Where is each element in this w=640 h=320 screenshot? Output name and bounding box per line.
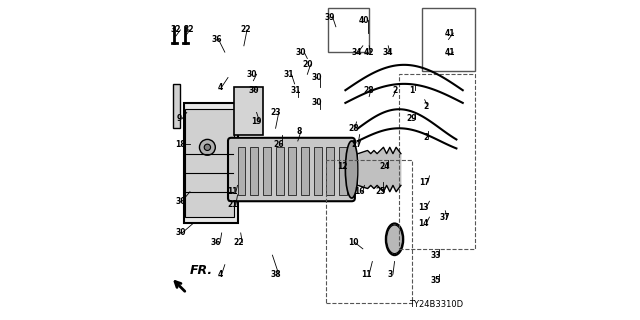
Bar bbox=[173, 84, 180, 128]
Text: 4: 4 bbox=[218, 83, 223, 92]
Ellipse shape bbox=[386, 223, 403, 255]
Text: 31: 31 bbox=[283, 70, 294, 79]
Text: 17: 17 bbox=[419, 178, 430, 187]
Text: 18: 18 bbox=[175, 140, 186, 148]
Text: 2: 2 bbox=[424, 101, 429, 111]
Bar bbox=[301, 147, 309, 195]
Text: 26: 26 bbox=[273, 140, 284, 148]
Text: 3: 3 bbox=[387, 270, 392, 279]
Text: 19: 19 bbox=[252, 117, 262, 126]
Text: 20: 20 bbox=[302, 60, 312, 69]
Bar bbox=[326, 160, 412, 303]
Text: 40: 40 bbox=[359, 16, 370, 25]
FancyBboxPatch shape bbox=[234, 87, 263, 135]
Text: TY24B3310D: TY24B3310D bbox=[408, 300, 463, 309]
Text: 32: 32 bbox=[170, 25, 181, 35]
Bar bbox=[326, 147, 334, 195]
Text: 21: 21 bbox=[227, 200, 238, 209]
Circle shape bbox=[200, 140, 215, 155]
Text: 34: 34 bbox=[351, 48, 362, 57]
Text: 11: 11 bbox=[361, 270, 371, 279]
Text: 37: 37 bbox=[440, 212, 451, 222]
Bar bbox=[263, 147, 271, 195]
Bar bbox=[276, 147, 284, 195]
Text: 30: 30 bbox=[312, 73, 322, 82]
Text: 36: 36 bbox=[212, 35, 222, 44]
Text: 14: 14 bbox=[418, 219, 428, 228]
Text: 4: 4 bbox=[218, 270, 223, 279]
Text: 42: 42 bbox=[364, 48, 374, 57]
Ellipse shape bbox=[346, 141, 358, 198]
Text: 10: 10 bbox=[348, 238, 358, 247]
Circle shape bbox=[204, 144, 211, 150]
Text: 23: 23 bbox=[270, 108, 281, 117]
Text: 11: 11 bbox=[227, 187, 238, 196]
Text: 28: 28 bbox=[348, 124, 358, 133]
Text: 32: 32 bbox=[183, 25, 194, 35]
Bar bbox=[422, 8, 476, 71]
Text: 30: 30 bbox=[296, 48, 306, 57]
Text: 30: 30 bbox=[246, 70, 257, 79]
Text: 33: 33 bbox=[431, 251, 441, 260]
Bar bbox=[339, 147, 347, 195]
Text: 2: 2 bbox=[392, 86, 397, 95]
Text: 30: 30 bbox=[175, 228, 186, 237]
Text: 13: 13 bbox=[418, 203, 428, 212]
Ellipse shape bbox=[387, 225, 403, 253]
Text: 16: 16 bbox=[355, 187, 365, 196]
Text: 30: 30 bbox=[312, 99, 322, 108]
Text: 12: 12 bbox=[337, 162, 348, 171]
Text: 41: 41 bbox=[445, 28, 455, 38]
Text: 24: 24 bbox=[380, 162, 390, 171]
Text: 22: 22 bbox=[234, 238, 244, 247]
Text: 25: 25 bbox=[375, 187, 385, 196]
Text: 8: 8 bbox=[297, 127, 302, 136]
FancyBboxPatch shape bbox=[184, 103, 237, 223]
Bar bbox=[288, 147, 296, 195]
FancyBboxPatch shape bbox=[228, 138, 355, 201]
Bar bbox=[237, 147, 246, 195]
Bar bbox=[399, 74, 476, 249]
Text: FR.: FR. bbox=[190, 264, 213, 277]
Text: 30: 30 bbox=[248, 86, 259, 95]
Text: 30: 30 bbox=[175, 197, 186, 206]
Text: 39: 39 bbox=[324, 13, 335, 22]
Text: 35: 35 bbox=[431, 276, 441, 285]
Text: 22: 22 bbox=[240, 25, 251, 35]
Bar bbox=[185, 109, 234, 217]
Text: 2: 2 bbox=[424, 133, 429, 142]
Bar bbox=[328, 8, 369, 52]
Text: 27: 27 bbox=[351, 140, 362, 148]
Text: 38: 38 bbox=[270, 270, 281, 279]
Text: 31: 31 bbox=[291, 86, 301, 95]
Text: 34: 34 bbox=[383, 48, 394, 57]
Bar bbox=[314, 147, 321, 195]
Text: 9: 9 bbox=[176, 114, 182, 123]
Text: 1: 1 bbox=[410, 86, 415, 95]
Text: 28: 28 bbox=[364, 86, 374, 95]
Text: 36: 36 bbox=[210, 238, 221, 247]
Text: 29: 29 bbox=[407, 114, 417, 123]
Text: 41: 41 bbox=[445, 48, 455, 57]
Bar bbox=[250, 147, 258, 195]
